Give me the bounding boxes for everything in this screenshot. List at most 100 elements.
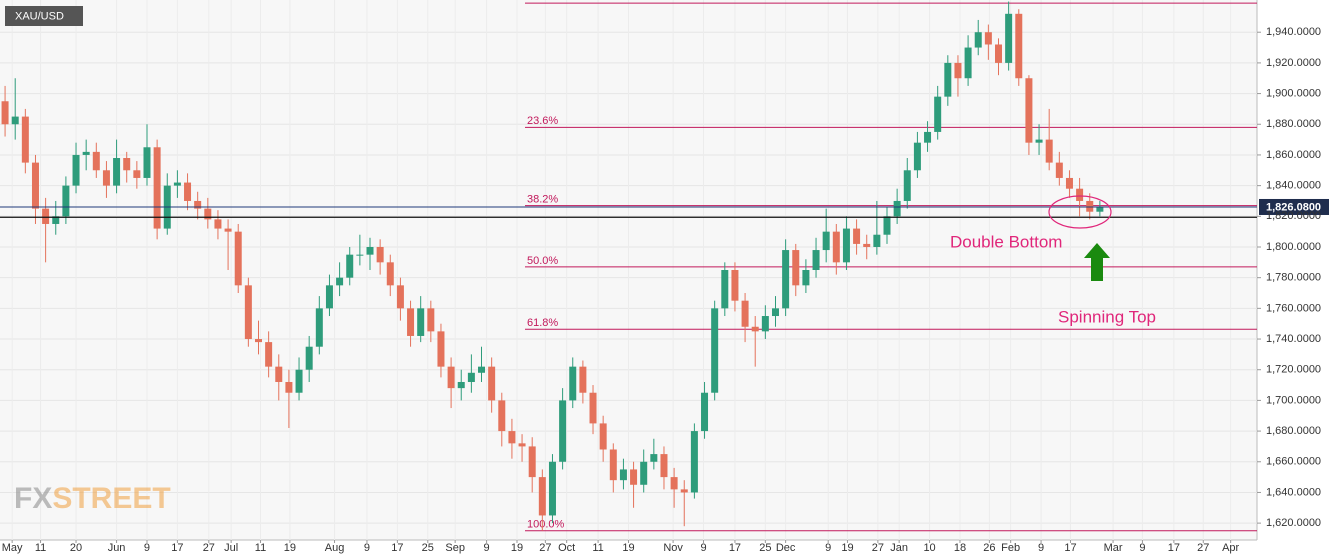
- x-tick-label: 19: [284, 542, 296, 554]
- x-tick-label: 9: [484, 542, 490, 554]
- fib-label: 0.0%: [527, 0, 552, 3]
- candle-body: [386, 262, 394, 286]
- candle-body: [447, 366, 455, 389]
- fib-label: 50.0%: [527, 255, 558, 267]
- x-tick-label: Aug: [325, 542, 345, 554]
- candle-body: [285, 381, 293, 393]
- x-tick-label: 19: [622, 542, 634, 554]
- candle-body: [934, 96, 942, 132]
- candle-body: [457, 381, 465, 389]
- y-tick-label: 1,640.0000: [1266, 486, 1321, 498]
- x-tick-label: 20: [70, 542, 82, 554]
- x-tick-label: 25: [422, 542, 434, 554]
- candle-body: [82, 151, 90, 155]
- y-tick-label: 1,760.0000: [1266, 302, 1321, 314]
- x-tick-label: 27: [539, 542, 551, 554]
- candle-body: [133, 170, 141, 178]
- x-tick-label: 25: [759, 542, 771, 554]
- y-tick-label: 1,840.0000: [1266, 180, 1321, 192]
- candle-body: [265, 342, 273, 367]
- candle-body: [903, 170, 911, 201]
- candle-body: [792, 250, 800, 286]
- candle-body: [102, 170, 110, 186]
- candle-body: [214, 219, 222, 229]
- up-arrow: [1084, 243, 1110, 281]
- fib-label: 100.0%: [527, 519, 565, 531]
- x-tick-label: 19: [841, 542, 853, 554]
- y-tick-label: 1,660.0000: [1266, 456, 1321, 468]
- y-tick-label: 1,620.0000: [1266, 517, 1321, 529]
- y-tick-label: 1,700.0000: [1266, 394, 1321, 406]
- candle-body: [1076, 188, 1084, 201]
- candle-body: [417, 308, 425, 336]
- candle-body: [184, 182, 192, 201]
- x-tick-label: 9: [1139, 542, 1145, 554]
- candle-body: [1055, 162, 1063, 178]
- y-tick-label: 1,680.0000: [1266, 425, 1321, 437]
- candle-body: [1096, 207, 1104, 212]
- candle-body: [366, 246, 374, 255]
- candle-body: [72, 154, 80, 186]
- candle-body: [488, 366, 496, 401]
- y-tick-label: 1,880.0000: [1266, 118, 1321, 130]
- candle-body: [619, 469, 627, 481]
- candle-body: [670, 477, 678, 490]
- x-tick-label: 11: [592, 542, 603, 554]
- candle-body: [1025, 78, 1033, 143]
- current-price-box: [1259, 198, 1329, 215]
- candle-body: [863, 243, 871, 247]
- candle-body: [812, 250, 820, 270]
- x-tick-label: 27: [872, 542, 884, 554]
- candle-body: [11, 116, 19, 125]
- candle-body: [954, 62, 962, 79]
- candle-body: [437, 331, 445, 367]
- highlight-ellipse: [1048, 195, 1112, 229]
- candle-body: [771, 308, 779, 317]
- candle-body: [173, 182, 181, 186]
- candle-body: [356, 254, 364, 256]
- y-tick-label: 1,920.0000: [1266, 57, 1321, 69]
- fib-label: 38.2%: [527, 193, 558, 205]
- candle-body: [924, 131, 932, 143]
- watermark-street: STREET: [52, 482, 170, 515]
- x-tick-label: Mar: [1104, 542, 1123, 554]
- candle-body: [407, 308, 415, 336]
- candle-body: [153, 147, 161, 229]
- y-tick-label: 1,720.0000: [1266, 364, 1321, 376]
- x-tick-label: 11: [35, 542, 46, 554]
- candle-body: [52, 216, 60, 224]
- x-tick-label: 17: [1064, 542, 1076, 554]
- candle-body: [92, 151, 100, 171]
- candle-body: [1045, 139, 1053, 163]
- candle-body: [721, 270, 729, 309]
- candle-body: [1015, 13, 1023, 79]
- candle-body: [518, 443, 526, 447]
- x-tick-label: 10: [923, 542, 935, 554]
- x-tick-label: Jul: [224, 542, 238, 554]
- candle-body: [194, 200, 202, 209]
- candle-body: [660, 454, 668, 478]
- candle-body: [204, 208, 212, 220]
- x-tick-label: 11: [255, 542, 266, 554]
- candle-body: [234, 231, 242, 286]
- candle-body: [913, 142, 921, 171]
- candle-body: [548, 461, 556, 516]
- x-tick-label: 17: [1168, 542, 1180, 554]
- x-tick-label: Sep: [445, 542, 465, 554]
- x-tick-label: 26: [983, 542, 995, 554]
- candle-body: [275, 366, 283, 382]
- candle-body: [528, 446, 536, 478]
- candle-body: [224, 228, 232, 232]
- y-tick-label: 1,740.0000: [1266, 333, 1321, 345]
- x-tick-label: 9: [700, 542, 706, 554]
- candle-body: [964, 47, 972, 79]
- y-tick-label: 1,820.0000: [1266, 210, 1321, 222]
- chart-title: XAU/USD: [15, 10, 64, 22]
- candle-body: [822, 231, 830, 251]
- candle-body: [315, 308, 323, 347]
- candle-body: [295, 369, 303, 393]
- candle-body: [113, 158, 121, 186]
- overlays: 1,826.0800: [0, 198, 1329, 218]
- x-tick-label: 19: [511, 542, 523, 554]
